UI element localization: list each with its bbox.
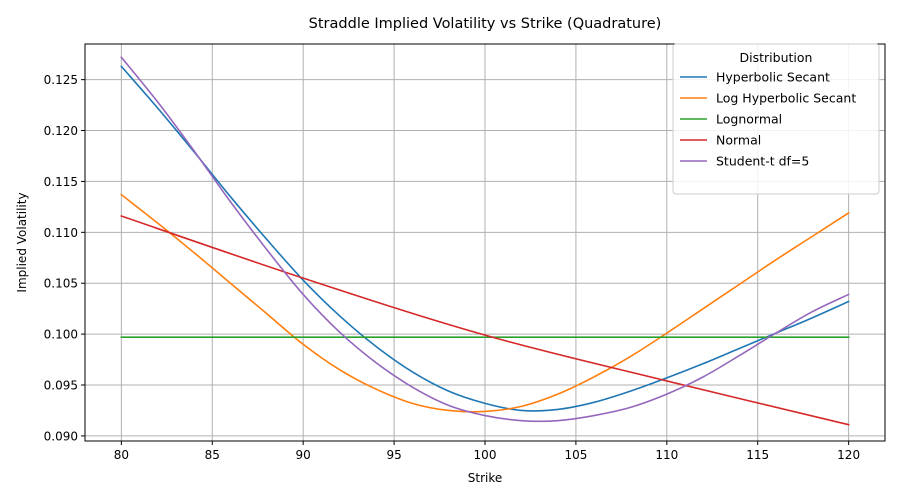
x-tick-label: 110 [655,448,678,462]
chart-title: Straddle Implied Volatility vs Strike (Q… [309,16,662,32]
y-tick-label: 0.095 [44,379,78,393]
legend-title: Distribution [740,50,813,65]
series-line-log-hyperbolic-secant [120,193,850,413]
legend-label-student-t-df-5: Student-t df=5 [716,154,809,169]
legend-label-log-hyperbolic-secant: Log Hyperbolic Secant [716,91,856,106]
y-tick-label: 0.100 [44,328,78,342]
legend-label-normal: Normal [716,133,761,148]
x-tick-label: 120 [837,448,860,462]
y-tick-label: 0.105 [44,277,78,291]
y-tick-label: 0.120 [44,124,78,138]
x-tick-label: 100 [474,448,497,462]
series-line-normal [120,215,850,426]
y-axis-label: Implied Volatility [15,192,29,292]
x-tick-label: 95 [386,448,401,462]
series-line-hyperbolic-secant [120,65,850,412]
x-tick-label: 80 [114,448,129,462]
y-tick-label: 0.110 [44,226,78,240]
x-tick-label: 90 [296,448,311,462]
x-axis-label: Strike [468,471,503,485]
legend-label-lognormal: Lognormal [716,112,782,127]
legend-label-hyperbolic-secant: Hyperbolic Secant [716,70,830,85]
series-lines [120,56,850,426]
y-tick-label: 0.090 [44,429,78,443]
legend-entries: Hyperbolic Secant Log Hyperbolic Secant Lo… [680,70,856,169]
series-line-student-t-df-5 [120,56,850,423]
x-tick-label: 115 [746,448,769,462]
x-tick-label: 105 [564,448,587,462]
legend: Distribution Hyperbolic Secant Log Hyperb… [672,43,880,195]
x-tick-label: 85 [205,448,220,462]
y-tick-label: 0.115 [44,175,78,189]
legend-box [672,43,880,195]
y-tick-label: 0.125 [44,73,78,87]
ticks: 80 85 90 95 100 105 110 115 120 0.090 0.095 0.100 0.… [44,73,860,462]
